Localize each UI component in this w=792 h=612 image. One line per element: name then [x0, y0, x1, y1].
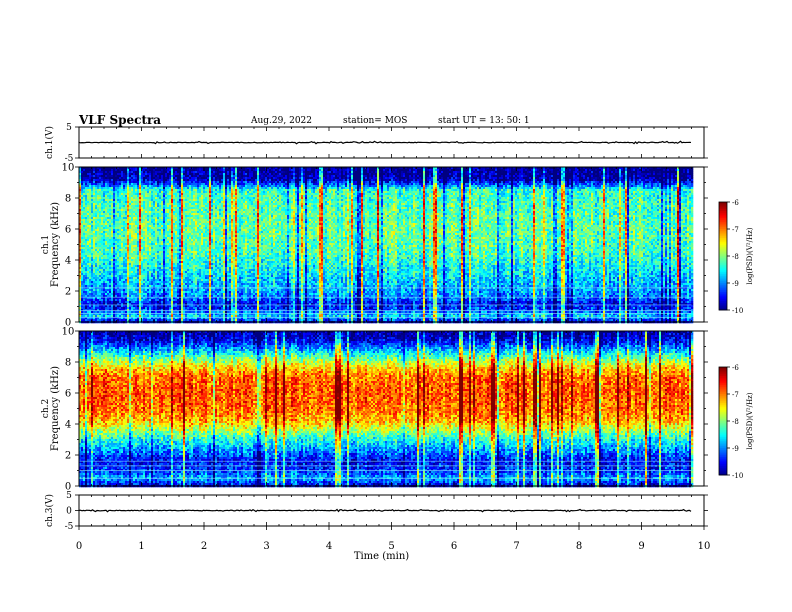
colorbar-tick-label: -10	[732, 472, 743, 480]
x-tick-label: 8	[576, 541, 582, 552]
colorbar-tick-label: -8	[732, 253, 739, 261]
y-tick-label: 4	[65, 420, 71, 431]
spectrogram-cells	[79, 167, 693, 323]
y-tick-label: 2	[65, 287, 71, 298]
y-tick-label: 4	[65, 256, 71, 267]
colorbar-tick-label: -10	[732, 307, 743, 315]
x-tick-label: 9	[638, 541, 644, 552]
y-tick-label: 10	[62, 163, 75, 174]
x-tick-label: 0	[76, 541, 82, 552]
x-tick-label: 1	[138, 541, 144, 552]
y-tick-label: 6	[65, 225, 71, 236]
colorbar-tick-label: -7	[732, 226, 739, 234]
y-axis-label: ch.3(V)	[44, 494, 55, 527]
y-tick-label: 8	[65, 194, 71, 205]
y-axis-label: ch.1(V)	[44, 126, 55, 159]
y-tick-label: 2	[65, 451, 71, 462]
colorbar-tick-label: -8	[732, 418, 739, 426]
colorbar-tick-label: -9	[732, 280, 739, 288]
colorbar-tick-label: -7	[732, 391, 739, 399]
y-tick-label: -5	[65, 522, 74, 532]
x-tick-label: 2	[201, 541, 207, 552]
colorbar-label: log(PSD)(V²/Hz)	[746, 227, 754, 284]
x-tick-label: 10	[698, 541, 711, 552]
colorbar-tick-label: -9	[732, 445, 739, 453]
x-axis-label: Time (min)	[354, 551, 409, 562]
y-tick-label: 5	[66, 123, 72, 133]
y-axis-label-frequency: Frequency (kHz)	[50, 202, 61, 287]
ch1-waveform-panel: 5-5ch.1(V)	[44, 123, 708, 164]
y-axis-label-frequency: Frequency (kHz)	[50, 366, 61, 451]
ch1-colorbar: -6 -7 -8 -9 -10 log(PSD)(V²/Hz)	[719, 199, 754, 315]
y-tick-label: 5	[66, 491, 72, 501]
x-tick-label: 3	[263, 541, 269, 552]
y-tick-label: 6	[65, 389, 71, 400]
colorbar-label: log(PSD)(V²/Hz)	[746, 392, 754, 449]
ch2-colorbar: -6 -7 -8 -9 -10 log(PSD)(V²/Hz)	[719, 364, 754, 480]
colorbar-tick-label: -6	[732, 364, 739, 372]
spectrogram-cells	[79, 331, 693, 487]
y-tick-label: 10	[62, 327, 75, 338]
colorbar-tick-label: -6	[732, 199, 739, 207]
y-tick-label: 0	[66, 507, 72, 517]
x-tick-label: 6	[451, 541, 457, 552]
y-tick-label: 8	[65, 358, 71, 369]
x-tick-label: 4	[326, 541, 332, 552]
x-tick-label: 7	[513, 541, 519, 552]
